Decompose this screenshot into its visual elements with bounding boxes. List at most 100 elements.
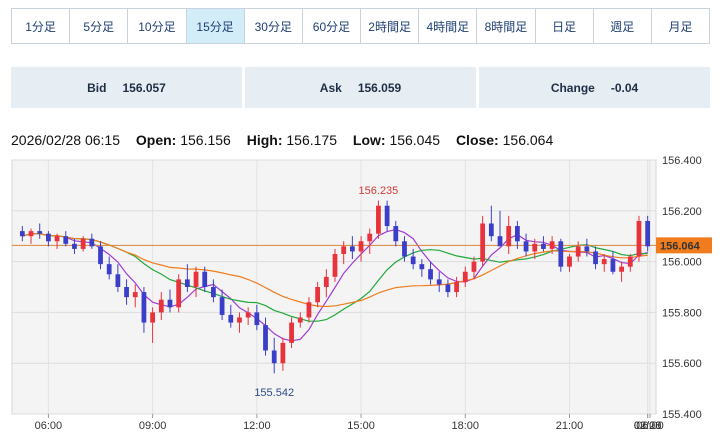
x-tick-label: 03:00 [634,420,662,432]
bid-label: Bid [87,80,107,95]
ask-value: 156.059 [357,80,402,95]
candle-body [124,287,129,298]
candle-body [263,325,268,351]
candle-body [497,236,503,247]
candle-body [211,287,216,298]
candle-body [627,256,633,267]
candle-body [297,317,303,323]
timeframe-tabs: 1分足 5分足 10分足 15分足 30分足 60分足 2時間足 4時間足 8時間足 日足 週足 月足 [11,8,710,44]
candle-body [367,233,373,242]
y-tick-label: 156.000 [662,257,702,269]
x-tick-label: 15:00 [347,420,375,432]
x-tick-label: 02/28 [634,420,662,432]
candle-body [106,264,112,275]
candle-body [532,243,538,252]
candle-body [132,292,138,298]
candle-body [514,226,520,242]
tab-7[interactable]: 4時間足 [419,9,478,43]
tab-11[interactable]: 月足 [668,19,693,34]
open-label: Open: [135,132,177,148]
candle-body [228,314,234,323]
candle-body [167,299,173,308]
ohlc-readout: 2026/02/28 06:15 Open: 156.156 High: 156… [11,132,553,148]
quote-bar: Bid 156.057 Ask 156.059 Change -0.04 [11,67,710,108]
bid-value: 156.057 [122,80,166,95]
candle-body [462,271,468,282]
candle-body [402,241,407,257]
ask-label: Ask [319,80,342,95]
candle-body [80,238,86,249]
x-tick-label: 09:00 [139,420,167,432]
ohlc-datetime: 2026/02/28 06:15 [11,132,120,148]
candle-body [63,236,69,244]
candle-body [575,246,581,257]
candle-body [610,259,616,272]
tab-2[interactable]: 10分足 [128,9,187,43]
candle-body [89,238,95,247]
high-label: High: [246,132,283,148]
high-value: 156.175 [286,132,337,148]
candle-body [549,241,555,249]
candle-body [419,264,425,270]
candle-body [645,220,651,247]
current-price-label: 156.064 [660,240,701,252]
candle-body [202,271,208,287]
candle-body [150,312,156,323]
candle-body [37,231,43,234]
candle-body [28,231,34,237]
candle-body [341,246,347,254]
candle-body [219,297,225,315]
candle-body [506,226,512,247]
tab-4[interactable]: 30分足 [245,9,303,43]
tab-8[interactable]: 8時間足 [477,9,536,43]
candle-body [254,312,260,326]
candle-body [315,287,321,303]
candle-body [558,241,564,267]
candle-body [271,350,277,364]
candle-body [393,226,399,242]
candle-body [141,292,147,323]
candle-body [445,284,451,293]
candle-body [306,302,312,318]
candle-body [584,246,590,252]
candle-body [289,322,294,343]
candle-body [115,274,121,287]
candle-body [488,223,494,237]
candle-body [523,241,529,252]
candle-body [428,269,433,280]
change-label: Change [550,80,595,95]
low-value: 156.045 [389,132,441,148]
candle-body [280,342,286,364]
x-tick-label: 12:00 [243,420,271,432]
tab-6[interactable]: 2時間足 [361,9,420,43]
candle-body [349,246,355,252]
candle-body [619,266,624,272]
candle-body [593,251,598,265]
tab-5[interactable]: 60分足 [303,9,362,43]
candle-body [567,256,572,267]
candle-body [46,233,51,242]
candlestick-chart[interactable]: 156.400 156.200 156.000 155.800 155.600 155.4… [0,150,720,436]
candle-body [19,231,25,237]
change-cell: Change -0.04 [479,67,710,108]
low-label: Low: [352,132,386,148]
y-tick-label: 156.200 [662,206,702,218]
candle-body [54,236,60,242]
tab-10[interactable]: 週足 [594,9,652,43]
candle-body [636,220,642,257]
tab-0[interactable]: 1分足 [12,9,71,43]
candle-body [471,261,477,272]
candle-body [323,276,329,287]
change-value: -0.04 [610,80,639,95]
tab-3[interactable]: 15分足 [186,9,245,43]
y-tick-label: 155.800 [662,307,702,319]
candle-body [72,243,77,249]
current-price-tag [656,237,712,254]
tab-1[interactable]: 5分足 [70,9,129,43]
x-tick-label: 18:00 [452,420,480,432]
candle-body [384,205,390,227]
candle-body [184,279,190,287]
tab-9[interactable]: 日足 [536,9,594,43]
open-value: 156.156 [180,132,231,148]
y-tick-label: 156.400 [662,155,702,167]
